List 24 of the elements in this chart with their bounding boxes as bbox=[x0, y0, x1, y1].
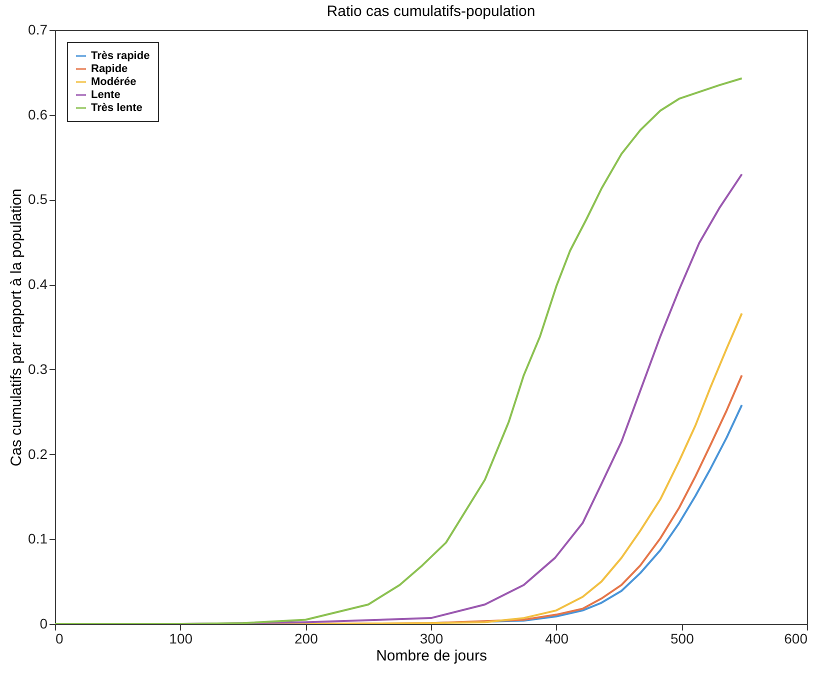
y-tick-label: 0.1 bbox=[28, 530, 48, 547]
legend-label: Très lente bbox=[91, 102, 142, 114]
chart-title: Ratio cas cumulatifs-population bbox=[326, 3, 536, 20]
x-tick-label: 100 bbox=[169, 630, 193, 646]
y-tick-label: 0.3 bbox=[28, 360, 48, 377]
legend-label: Lente bbox=[91, 89, 120, 101]
x-tick-label: 300 bbox=[420, 630, 444, 646]
y-tick-label: 0.4 bbox=[28, 276, 48, 292]
x-tick-label: 400 bbox=[545, 630, 569, 646]
y-tick-label: 0.5 bbox=[28, 191, 48, 208]
x-tick-label: 0 bbox=[56, 630, 64, 646]
legend-label: Modérée bbox=[91, 76, 136, 88]
legend-label: Très rapide bbox=[91, 50, 150, 62]
x-axis-title: Nombre de jours bbox=[376, 648, 487, 664]
y-axis-title: Cas cumulatifs par rapport à la population bbox=[8, 188, 26, 466]
x-tick-label: 600 bbox=[784, 630, 808, 646]
x-tick-label: 200 bbox=[294, 630, 318, 646]
line-series bbox=[55, 77, 743, 624]
y-tick-label: 0.2 bbox=[28, 446, 48, 462]
y-tick-label: 0.6 bbox=[28, 106, 48, 122]
y-tick-label: 0.7 bbox=[28, 22, 48, 38]
y-tick-label: 0 bbox=[40, 616, 48, 632]
x-tick-label: 500 bbox=[670, 630, 694, 646]
legend-label: Rapide bbox=[91, 63, 128, 75]
